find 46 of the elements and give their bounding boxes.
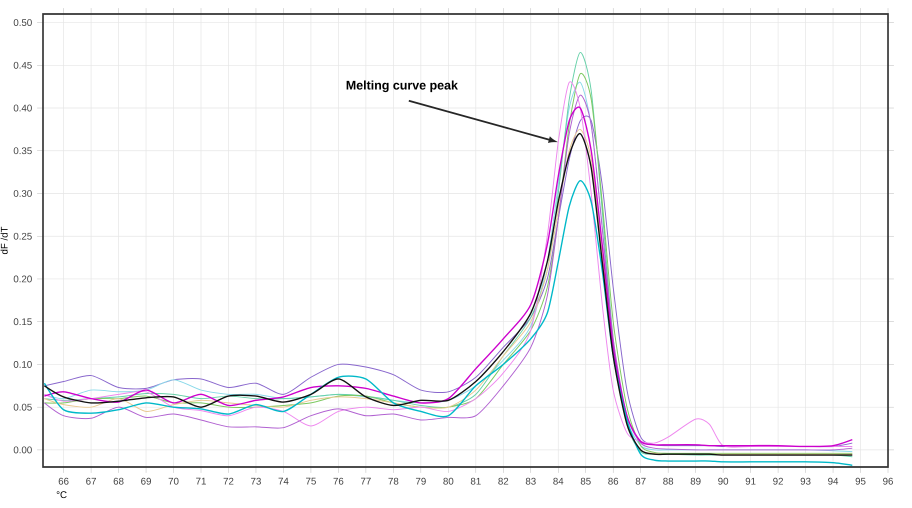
x-tick-label: 91 (746, 478, 756, 485)
x-tick-label: 82 (498, 478, 508, 485)
x-tick-label: 76 (334, 478, 344, 485)
x-tick-label: 92 (773, 478, 783, 485)
x-tick-label: 95 (856, 478, 866, 485)
x-tick-label: 72 (224, 478, 234, 485)
x-tick-label: 68 (114, 478, 124, 485)
x-tick-label: 66 (58, 478, 69, 485)
x-tick-label: 87 (636, 478, 646, 485)
x-axis-title: °C (56, 491, 67, 498)
x-tick-label: 75 (306, 478, 316, 485)
x-tick-label: 86 (608, 478, 618, 485)
x-tick-label: 69 (141, 478, 151, 485)
x-tick-label: 84 (553, 478, 564, 485)
y-tick-label: 0.15 (14, 318, 32, 326)
x-tick-label: 73 (251, 478, 261, 485)
x-tick-label: 89 (690, 478, 701, 485)
annotation: Melting curve peak (346, 80, 458, 92)
x-tick-label: 70 (168, 478, 179, 485)
y-tick-label: 0.40 (14, 104, 32, 112)
x-tick-label: 85 (580, 478, 591, 485)
y-tick-label: 0.25 (14, 232, 32, 240)
y-tick-label: 0.10 (14, 361, 32, 368)
x-tick-label: 81 (470, 478, 481, 485)
y-axis-title: dF /dT (0, 226, 8, 254)
x-tick-label: 71 (196, 478, 206, 484)
x-tick-label: 80 (443, 478, 454, 485)
y-tick-label: 0.50 (14, 19, 32, 26)
y-tick-label: 0.30 (14, 190, 32, 197)
x-tick-label: 74 (278, 478, 289, 484)
x-tick-label: 77 (361, 478, 371, 484)
line-series (44, 180, 853, 466)
x-tick-label: 96 (883, 478, 893, 485)
x-tick-label: 79 (416, 478, 426, 485)
y-tick-label: 0.20 (14, 276, 32, 282)
y-tick-label: 0.05 (14, 404, 32, 411)
y-tick-label: 0.00 (14, 446, 32, 454)
x-tick-label: 83 (526, 478, 536, 485)
y-tick-label: 0.45 (14, 62, 32, 69)
x-tick-label: 88 (663, 478, 674, 485)
y-tick-label: 0.35 (14, 147, 32, 154)
x-tick-label: 67 (86, 478, 96, 485)
x-tick-label: 90 (718, 478, 728, 485)
x-tick-label: 94 (828, 478, 838, 485)
x-tick-label: 78 (388, 478, 398, 485)
x-tick-label: 93 (800, 478, 811, 485)
